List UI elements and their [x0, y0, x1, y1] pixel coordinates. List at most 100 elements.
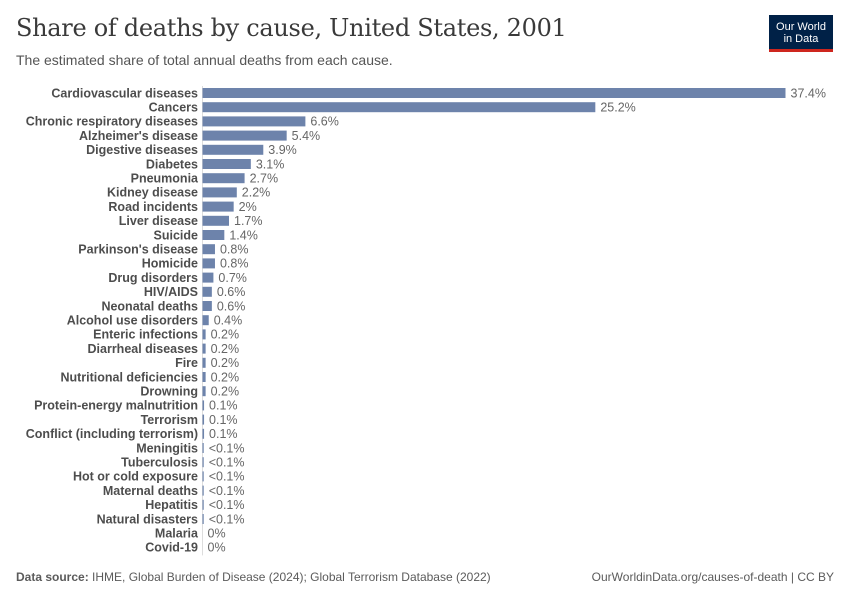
category-label: Chronic respiratory diseases — [26, 115, 198, 129]
bar[interactable] — [202, 130, 287, 141]
bar[interactable] — [202, 329, 206, 340]
category-label: Cancers — [149, 101, 198, 115]
category-label: Diarrheal diseases — [88, 342, 199, 356]
bar[interactable] — [202, 499, 204, 510]
bar[interactable] — [202, 471, 204, 482]
bar[interactable] — [202, 244, 215, 255]
bar[interactable] — [202, 230, 225, 240]
bar[interactable] — [202, 457, 204, 468]
category-label: Hot or cold exposure — [73, 470, 198, 484]
bar[interactable] — [202, 301, 212, 311]
data-source-text: IHME, Global Burden of Disease (2024); G… — [92, 570, 491, 584]
value-label: 3.9% — [268, 143, 297, 157]
category-label: Suicide — [154, 228, 199, 242]
value-label: 0.2% — [211, 356, 240, 370]
value-label: 0.6% — [217, 285, 246, 299]
category-label: Digestive diseases — [86, 143, 198, 157]
category-label: Conflict (including terrorism) — [26, 427, 198, 441]
category-label: Nutritional deficiencies — [60, 370, 198, 384]
value-label: <0.1% — [209, 470, 245, 484]
bar[interactable] — [202, 286, 212, 297]
value-label: 0% — [208, 541, 226, 555]
logo-line-1: Our World — [776, 21, 826, 33]
value-label: 3.1% — [256, 157, 285, 171]
source-link[interactable]: OurWorldinData.org/causes-of-death | CC … — [591, 570, 834, 584]
bar[interactable] — [202, 116, 306, 127]
category-label: Parkinson's disease — [78, 243, 198, 257]
category-label: Hepatitis — [145, 498, 198, 512]
bar[interactable] — [202, 315, 209, 326]
bar[interactable] — [202, 343, 206, 354]
category-label: Meningitis — [136, 441, 198, 455]
category-label: Natural disasters — [97, 512, 198, 526]
bar[interactable] — [202, 258, 215, 269]
value-label: 0% — [208, 527, 226, 541]
value-label: 0.7% — [218, 271, 247, 285]
bar[interactable] — [202, 443, 204, 453]
value-label: <0.1% — [209, 512, 245, 526]
category-label: Protein-energy malnutrition — [34, 399, 198, 413]
category-label: Malaria — [155, 527, 199, 541]
bar[interactable] — [202, 386, 206, 397]
owid-logo[interactable]: Our World in Data — [769, 15, 833, 52]
category-label: HIV/AIDS — [144, 285, 198, 299]
value-label: 5.4% — [292, 129, 321, 143]
value-label: 6.6% — [310, 115, 339, 129]
value-label: 37.4% — [791, 86, 826, 100]
value-label: 0.8% — [220, 243, 249, 257]
value-label: 0.1% — [209, 413, 238, 427]
value-label: <0.1% — [209, 441, 245, 455]
category-label: Drowning — [140, 385, 198, 399]
value-label: 1.4% — [229, 228, 258, 242]
value-label: 0.6% — [217, 299, 246, 313]
value-label: 0.2% — [211, 342, 240, 356]
value-label: <0.1% — [209, 484, 245, 498]
category-label: Pneumonia — [131, 172, 199, 186]
bar[interactable] — [202, 102, 596, 113]
bar[interactable] — [202, 414, 205, 425]
category-label: Maternal deaths — [103, 484, 198, 498]
value-label: 0.8% — [220, 257, 249, 271]
value-label: 0.4% — [214, 314, 243, 328]
value-label: 0.1% — [209, 399, 238, 413]
category-label: Road incidents — [108, 200, 198, 214]
chart-title: Share of deaths by cause, United States,… — [16, 14, 567, 42]
data-source: Data source: IHME, Global Burden of Dise… — [16, 570, 491, 584]
bar[interactable] — [202, 215, 230, 226]
bar[interactable] — [202, 485, 204, 496]
bar[interactable] — [202, 514, 204, 524]
bar-chart: Cardiovascular diseases 37.4% Cancers 25.2%… — [26, 86, 826, 556]
value-label: <0.1% — [209, 498, 245, 512]
bar[interactable] — [202, 88, 786, 98]
logo-line-2: in Data — [783, 33, 819, 45]
value-label: 2% — [239, 200, 257, 214]
category-label: Cardiovascular diseases — [51, 86, 198, 100]
value-label: 0.1% — [209, 427, 238, 441]
category-label: Liver disease — [119, 214, 198, 228]
value-label: 25.2% — [600, 101, 635, 115]
data-source-label: Data source: — [16, 570, 89, 584]
category-label: Kidney disease — [107, 186, 198, 200]
category-label: Tuberculosis — [121, 456, 198, 470]
bar[interactable] — [202, 428, 205, 439]
value-label: 1.7% — [234, 214, 263, 228]
category-label: Neonatal deaths — [101, 299, 198, 313]
bar[interactable] — [202, 201, 234, 212]
category-label: Alzheimer's disease — [79, 129, 198, 143]
bar[interactable] — [202, 357, 206, 368]
bar[interactable] — [202, 272, 214, 283]
category-label: Covid-19 — [145, 541, 198, 555]
bar[interactable] — [202, 144, 264, 155]
category-label: Drug disorders — [108, 271, 198, 285]
bar[interactable] — [202, 173, 245, 184]
category-label: Terrorism — [141, 413, 198, 427]
bar[interactable] — [202, 159, 251, 169]
bar[interactable] — [202, 187, 237, 198]
value-label: 0.2% — [211, 328, 240, 342]
bar[interactable] — [202, 372, 206, 382]
value-label: <0.1% — [209, 456, 245, 470]
category-label: Enteric infections — [93, 328, 198, 342]
category-label: Alcohol use disorders — [67, 314, 198, 328]
bar[interactable] — [202, 400, 205, 411]
value-label: 0.2% — [211, 370, 240, 384]
